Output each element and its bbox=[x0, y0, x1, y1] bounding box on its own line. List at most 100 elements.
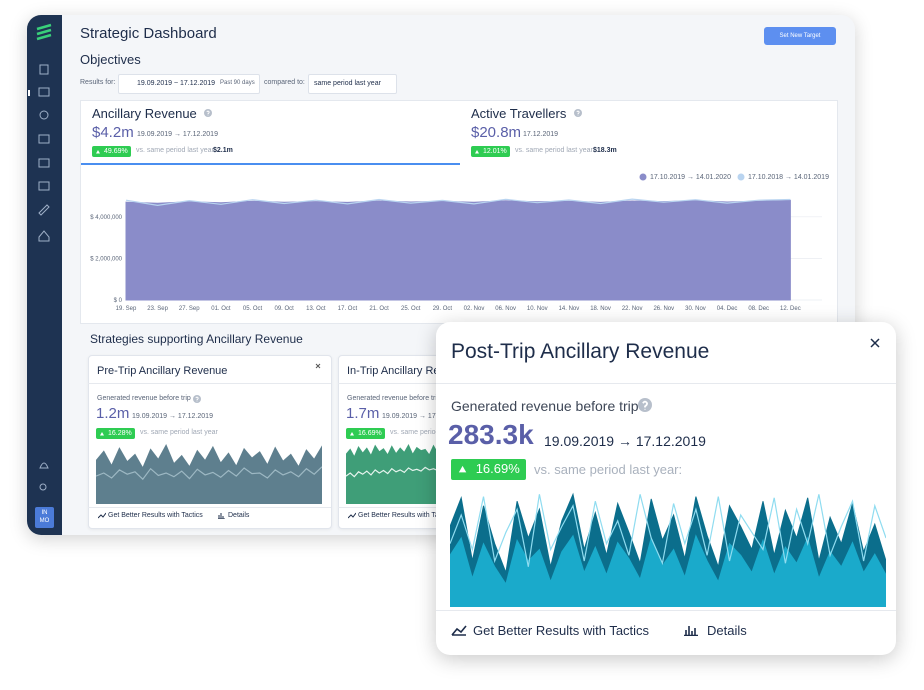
x-tick-label: 19. Sep bbox=[116, 306, 137, 312]
tab-period: 17.12.2019 bbox=[523, 131, 559, 138]
popup-title: Post-Trip Ancillary Revenue bbox=[451, 340, 710, 363]
tab-previous: $18.3m bbox=[593, 147, 617, 154]
arrow bbox=[458, 465, 466, 473]
change-value: 16.69% bbox=[358, 430, 382, 437]
nav-icon[interactable] bbox=[38, 134, 50, 144]
legend-label: 17.10.2019 → 14.01.2020 bbox=[650, 174, 731, 181]
divider bbox=[436, 383, 896, 384]
card-subtitle: Generated revenue before trip bbox=[347, 395, 441, 402]
area bbox=[96, 443, 322, 504]
x-tick-label: 04. Dec bbox=[717, 306, 738, 312]
details-link[interactable]: Details bbox=[228, 512, 250, 519]
search-icon[interactable] bbox=[39, 483, 47, 491]
close-icon bbox=[315, 363, 321, 369]
divider bbox=[88, 507, 331, 508]
help-circle bbox=[204, 109, 212, 117]
change-badge: 12.01% bbox=[471, 146, 510, 157]
x-tick-label: 09. Oct bbox=[275, 306, 295, 312]
x-tick-label: 26. Nov bbox=[653, 306, 674, 312]
help-mark bbox=[576, 110, 580, 116]
avatar-text: MO bbox=[39, 518, 50, 524]
up-arrow bbox=[100, 431, 104, 436]
tactics-link[interactable]: Get Better Results with Tactics bbox=[108, 512, 203, 519]
card-comparison: vs. same period last year bbox=[140, 429, 218, 436]
bell-icon[interactable] bbox=[39, 462, 49, 469]
date-picker[interactable] bbox=[118, 74, 260, 94]
details-link[interactable]: Details bbox=[707, 623, 747, 638]
change-badge: 16.28% bbox=[96, 428, 135, 439]
up-arrow bbox=[96, 149, 100, 154]
sidebar bbox=[27, 15, 62, 535]
arrow bbox=[100, 431, 104, 436]
tab-period: 19.09.2019 → 17.12.2019 bbox=[137, 131, 218, 138]
tab-comparison: vs. same period last year: bbox=[136, 147, 216, 154]
area bbox=[450, 534, 886, 607]
nav-icon[interactable] bbox=[39, 64, 49, 75]
x-tick-label: 02. Nov bbox=[464, 306, 485, 312]
close-button[interactable] bbox=[870, 338, 880, 348]
comparison-select[interactable] bbox=[308, 74, 397, 94]
close-icon bbox=[870, 338, 880, 348]
tab-underline bbox=[81, 163, 460, 165]
set-target-button[interactable]: Set New Target bbox=[764, 27, 836, 45]
nav-icon[interactable] bbox=[39, 110, 49, 120]
x-tick-label: 30. Nov bbox=[685, 306, 706, 312]
card-chart bbox=[346, 443, 446, 504]
help-icon bbox=[204, 109, 212, 117]
change-value: 16.69% bbox=[475, 461, 520, 476]
line bbox=[450, 494, 886, 567]
card-period: 19.09.2019 → 17.12.2019 bbox=[382, 413, 463, 420]
x-tick-label: 27. Sep bbox=[179, 306, 200, 312]
trend-icon bbox=[98, 512, 106, 519]
active-indicator bbox=[28, 90, 30, 96]
nav-icon[interactable] bbox=[38, 87, 50, 97]
card-comparison: vs. same period last year bbox=[390, 429, 468, 436]
popup-subtitle: Generated revenue before trip bbox=[451, 398, 639, 414]
legend-dot bbox=[639, 173, 647, 181]
line bbox=[346, 466, 446, 478]
help-icon bbox=[193, 395, 201, 403]
x-tick-label: 05. Oct bbox=[243, 306, 263, 312]
y-tick-label: $ 0 bbox=[114, 298, 123, 304]
trend-icon bbox=[348, 512, 356, 519]
x-tick-label: 01. Oct bbox=[211, 306, 231, 312]
page-title: Strategic Dashboard bbox=[80, 25, 217, 42]
tab-comparison: vs. same period last year: bbox=[515, 147, 595, 154]
legend-label: 17.10.2018 → 14.01.2019 bbox=[748, 174, 829, 181]
y-tick-label: $ 4,000,000 bbox=[90, 215, 122, 221]
line bbox=[96, 466, 322, 481]
section-title: Strategies supporting Ancillary Revenue bbox=[90, 332, 303, 346]
popup-comparison: vs. same period last year: bbox=[534, 462, 683, 477]
preset: Past 90 days bbox=[220, 80, 255, 86]
card-chart bbox=[96, 443, 322, 504]
nav-icon[interactable] bbox=[38, 181, 50, 191]
area bbox=[346, 443, 446, 504]
bars bbox=[684, 626, 698, 636]
trend bbox=[451, 625, 467, 636]
help-icon bbox=[638, 398, 652, 412]
nav-icon[interactable] bbox=[38, 158, 50, 168]
tab-title[interactable]: Ancillary Revenue bbox=[92, 106, 197, 121]
change-value: 12.01% bbox=[483, 148, 507, 155]
area bbox=[125, 199, 791, 301]
tab-title[interactable]: Active Travellers bbox=[471, 106, 567, 121]
change-badge: 49.69% bbox=[92, 146, 131, 157]
avatar-text: IN bbox=[41, 510, 48, 516]
trend-icon bbox=[451, 625, 467, 636]
main-chart: $ 0 $ 2,000,000 $ 4,000,000 19. Sep 23. Sep 2… bbox=[90, 173, 829, 312]
nav-icon[interactable] bbox=[38, 204, 50, 216]
tactics-link[interactable]: Get Better Results with Tactics bbox=[358, 512, 453, 519]
avatar[interactable]: IN MO bbox=[35, 507, 54, 528]
bars bbox=[218, 513, 225, 519]
up-arrow bbox=[475, 149, 479, 154]
bars-icon bbox=[684, 626, 698, 636]
help-mark bbox=[642, 400, 648, 410]
help-circle bbox=[193, 395, 201, 403]
sidebar-icons bbox=[28, 23, 52, 491]
x-tick-label: 25. Oct bbox=[401, 306, 421, 312]
x-tick-label: 06. Nov bbox=[495, 306, 516, 312]
nav-icon[interactable] bbox=[38, 230, 50, 242]
tab-value: $20.8m bbox=[471, 124, 522, 141]
tactics-link[interactable]: Get Better Results with Tactics bbox=[473, 623, 650, 638]
help-mark bbox=[206, 110, 210, 116]
